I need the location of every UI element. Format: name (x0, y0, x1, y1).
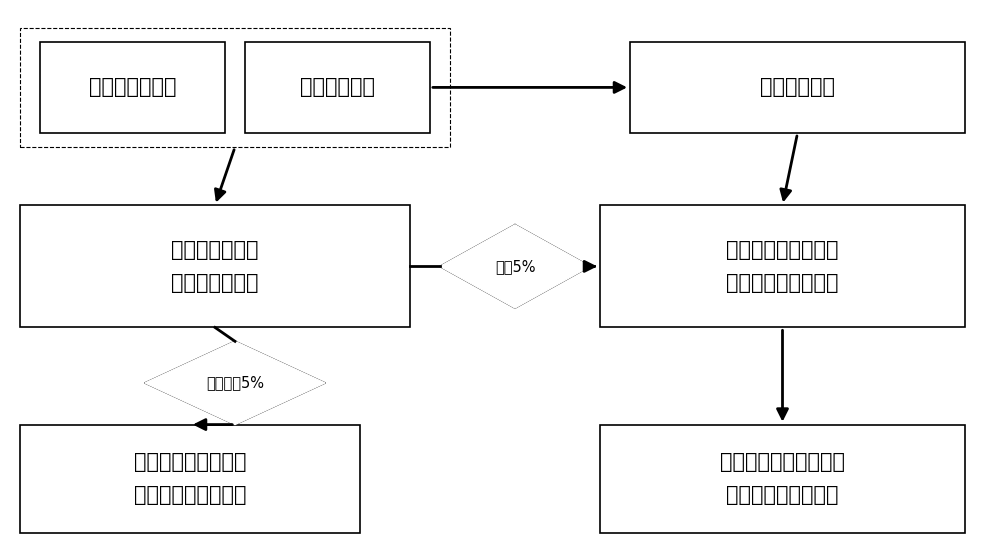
Text: 搜索历史同时段的最
大浮动车样本覆盖率: 搜索历史同时段的最 大浮动车样本覆盖率 (726, 240, 839, 293)
Text: 基于当前时段浮动车
数据的行程时间估计: 基于当前时段浮动车 数据的行程时间估计 (134, 452, 246, 505)
Text: 线圈流量数据库: 线圈流量数据库 (89, 77, 176, 98)
Polygon shape (440, 225, 590, 308)
FancyBboxPatch shape (600, 205, 965, 327)
Text: 当前时段内的浮
动车样本覆盖率: 当前时段内的浮 动车样本覆盖率 (171, 240, 259, 293)
Text: 浮动车数据库: 浮动车数据库 (300, 77, 375, 98)
Polygon shape (145, 341, 325, 425)
FancyBboxPatch shape (40, 42, 225, 133)
FancyBboxPatch shape (600, 425, 965, 533)
Text: 小于5%: 小于5% (495, 259, 535, 274)
FancyBboxPatch shape (245, 42, 430, 133)
FancyBboxPatch shape (630, 42, 965, 133)
Text: 挖掘历史数据: 挖掘历史数据 (760, 77, 835, 98)
FancyBboxPatch shape (20, 425, 360, 533)
FancyBboxPatch shape (20, 28, 450, 147)
Text: 基于该历史时段浮动车
数据的行程时间估计: 基于该历史时段浮动车 数据的行程时间估计 (720, 452, 845, 505)
Text: 大于等于5%: 大于等于5% (206, 375, 264, 391)
FancyBboxPatch shape (20, 205, 410, 327)
